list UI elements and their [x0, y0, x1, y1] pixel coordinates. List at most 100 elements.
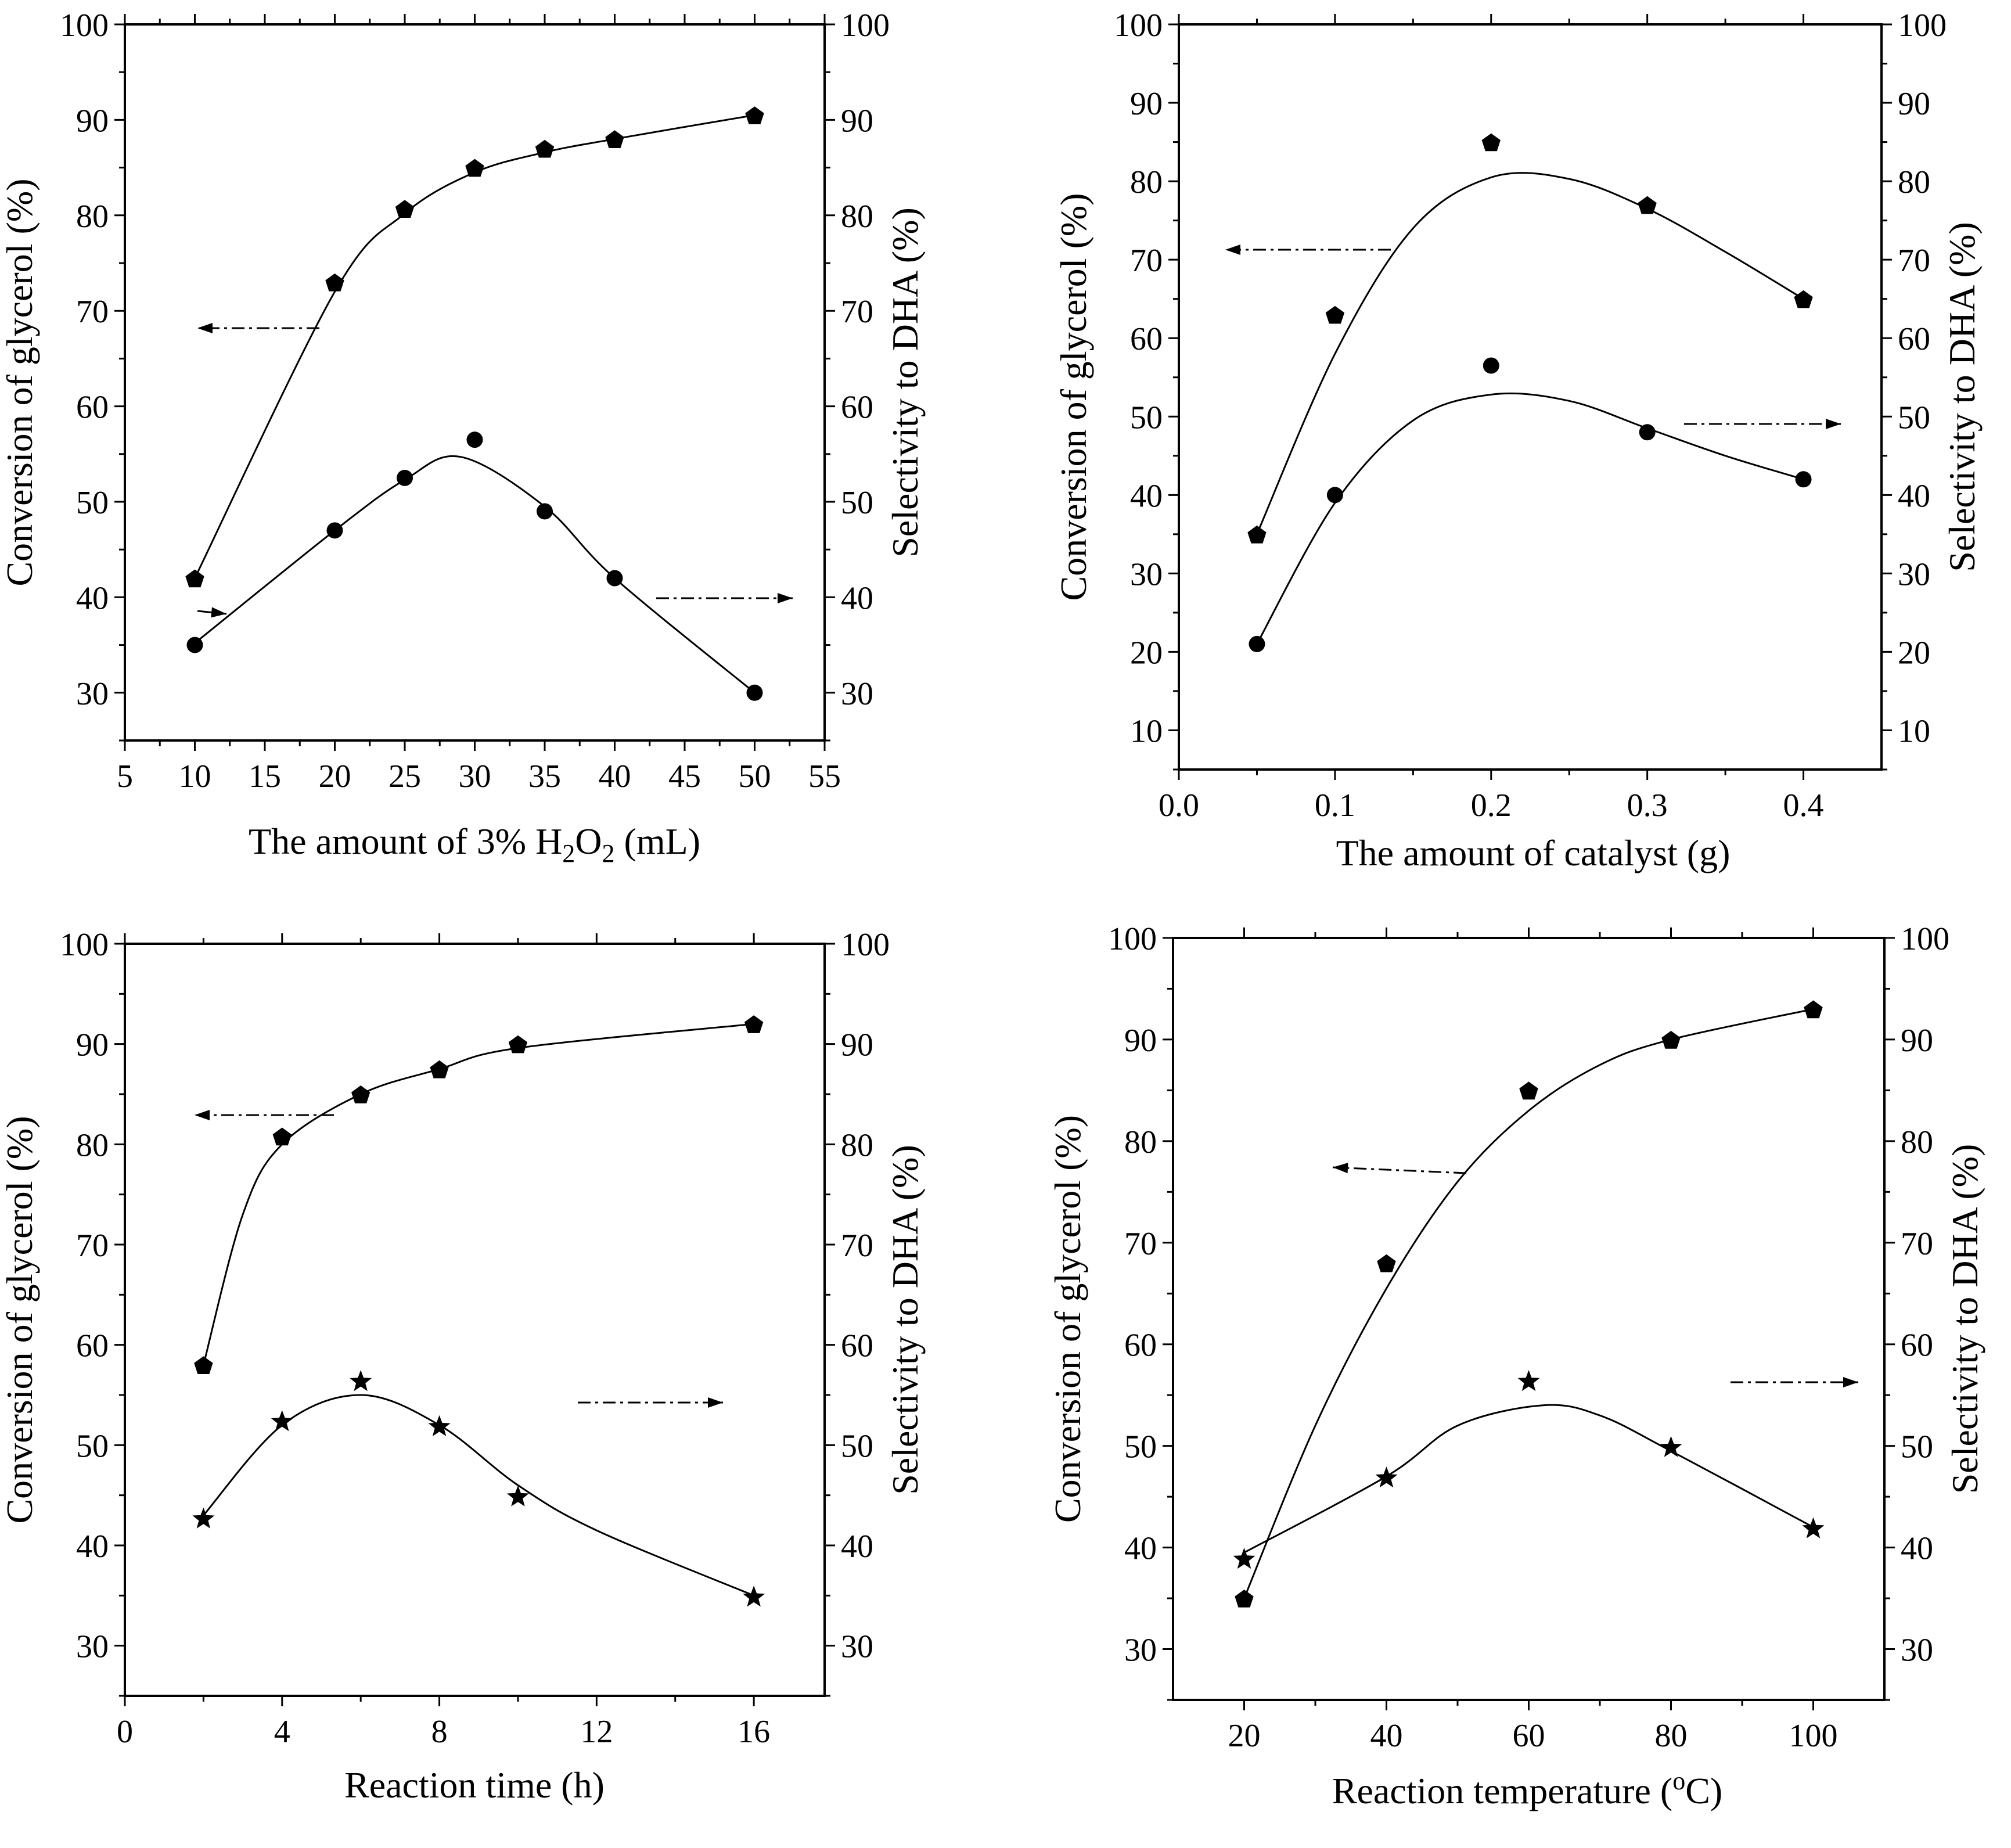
conversion-point [185, 569, 204, 588]
y-right-tick-label: 30 [841, 676, 873, 712]
y-right-tick-label: 80 [841, 199, 873, 235]
conversion-point [1804, 1000, 1823, 1019]
x-tick-label: 55 [808, 758, 841, 794]
y-right-tick-label: 80 [1901, 1124, 1933, 1160]
x-tick-label: 16 [738, 1714, 770, 1750]
y-left-tick-label: 30 [76, 1629, 109, 1665]
x-tick-label: 0.2 [1471, 788, 1512, 824]
conversion-point [1519, 1081, 1538, 1100]
x-axis-title: Reaction time (h) [344, 1764, 605, 1806]
series-conversion [1235, 1000, 1823, 1608]
y-right-tick-label: 80 [841, 1127, 873, 1163]
y-right-tick-label: 50 [1901, 1429, 1933, 1465]
chart-bottom-left: 0 4 8 12 16 30 30 40 40 50 50 60 60 70 70 80 80 90 90 100 10… [0, 927, 926, 1806]
y-left-tick-label: 30 [76, 676, 109, 712]
x-tick-label: 12 [580, 1714, 613, 1750]
x-tick-label: 40 [599, 758, 631, 794]
series-selectivity [1233, 1370, 1825, 1569]
y-left-tick-label: 50 [76, 485, 109, 521]
selectivity-point [466, 432, 483, 448]
conversion-point [744, 1015, 764, 1033]
y-left-tick-label: 60 [1130, 321, 1163, 357]
y-right-tick-label: 40 [1901, 1531, 1933, 1567]
series-selectivity [186, 432, 763, 701]
y-right-tick-label: 70 [1901, 1226, 1933, 1262]
y-right-tick-label: 40 [1898, 478, 1930, 514]
conversion-point [430, 1060, 449, 1078]
conversion-point [605, 130, 624, 148]
y-left-tick-label: 40 [76, 1529, 109, 1565]
conversion-point [194, 1356, 213, 1374]
y-right-tick-label: 100 [841, 927, 890, 963]
y-left-tick-label: 100 [60, 927, 109, 963]
y-axis-title-right: Selectivity to DHA (%) [1944, 1144, 1985, 1494]
selectivity-point [1660, 1436, 1682, 1457]
arrow-head [197, 323, 213, 333]
y-left-tick-label: 80 [1130, 164, 1163, 200]
y-right-tick-label: 60 [841, 1328, 873, 1364]
y-right-tick-label: 70 [1898, 243, 1930, 279]
y-axis-title-right: Selectivity to DHA (%) [884, 207, 926, 558]
selectivity-point [192, 1507, 215, 1529]
conversion-point [1481, 133, 1501, 152]
y-right-tick-label: 90 [1901, 1023, 1933, 1059]
y-left-tick-label: 80 [1124, 1124, 1157, 1160]
x-tick-label: 40 [1370, 1718, 1403, 1754]
conversion-point [1661, 1030, 1681, 1049]
y-right-tick-label: 100 [1898, 8, 1947, 44]
y-right-tick-label: 100 [1901, 921, 1949, 957]
selectivity-point [1375, 1466, 1398, 1488]
series-selectivity [1249, 357, 1812, 652]
plot-frame [124, 943, 826, 1697]
y-right-tick-label: 90 [841, 103, 873, 139]
axis-indicator-arrow-1 [656, 593, 793, 603]
conversion-fit-curve [194, 114, 755, 579]
y-right-tick-label: 80 [1898, 164, 1930, 200]
y-left-tick-label: 70 [1130, 243, 1163, 279]
axis-indicator-arrow-1 [578, 1397, 723, 1408]
selectivity-point [506, 1485, 529, 1507]
y-right-tick-label: 90 [1898, 86, 1930, 122]
x-axis-title: Reaction temperature (oC) [1332, 1767, 1722, 1811]
x-axis-title: The amount of 3% H2O2 (mL) [249, 821, 700, 868]
y-right-tick-label: 70 [841, 294, 873, 330]
selectivity-point [746, 684, 763, 701]
selectivity-point [271, 1410, 293, 1432]
selectivity-point [1802, 1517, 1825, 1538]
y-left-tick-label: 100 [1108, 921, 1157, 957]
selectivity-point [537, 503, 553, 520]
x-axis-title: The amount of catalyst (g) [1336, 832, 1731, 873]
selectivity-point [1249, 635, 1265, 652]
axis-indicator-arrow-0 [1225, 245, 1391, 255]
x-tick-label: 25 [388, 758, 421, 794]
selectivity-fit-curve [1243, 1404, 1814, 1554]
y-left-tick-label: 60 [1124, 1328, 1157, 1364]
y-right-tick-label: 100 [841, 8, 890, 44]
x-tick-label: 50 [739, 758, 771, 794]
axis-indicator-arrow-0 [197, 323, 319, 333]
arrow-head [1225, 245, 1240, 255]
axis-indicator-arrow-2 [197, 607, 227, 618]
chart-top-left: 5 10 15 20 25 30 35 40 45 50 55 30 30 40 40 50 50 60 60 70 7… [0, 8, 926, 868]
plot-frame [1172, 937, 1886, 1701]
x-tick-label: 8 [431, 1714, 448, 1750]
selectivity-point [397, 469, 413, 486]
conversion-point [508, 1035, 528, 1054]
y-left-tick-label: 60 [76, 390, 109, 426]
selectivity-point [350, 1370, 372, 1392]
y-left-tick-label: 40 [1130, 478, 1163, 514]
x-tick-label: 15 [249, 758, 281, 794]
y-right-tick-label: 40 [841, 580, 873, 616]
arrow-head [195, 1110, 210, 1120]
conversion-point [1794, 290, 1813, 308]
y-left-tick-label: 90 [1124, 1023, 1157, 1059]
y-right-tick-label: 40 [841, 1529, 873, 1565]
selectivity-point [1233, 1548, 1255, 1569]
y-left-tick-label: 40 [1124, 1531, 1157, 1567]
y-left-tick-label: 50 [1130, 400, 1163, 436]
conversion-point [465, 159, 484, 177]
axis-indicator-arrow-0 [195, 1110, 334, 1120]
y-left-tick-label: 60 [76, 1328, 109, 1364]
y-left-tick-label: 50 [1124, 1429, 1157, 1465]
arrow-shaft [1332, 1166, 1467, 1174]
